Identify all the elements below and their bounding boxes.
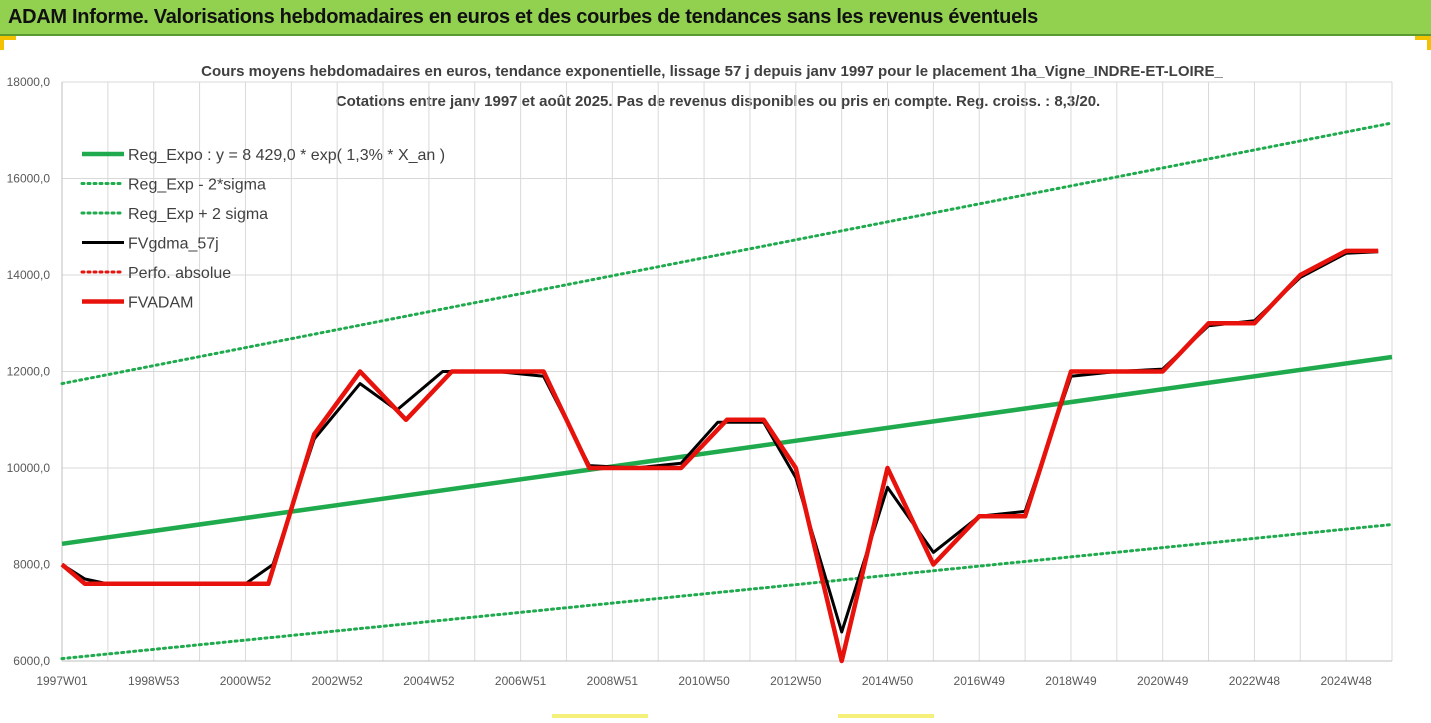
x-tick-label: 2006W51 — [495, 674, 547, 688]
x-tick-label: 1997W01 — [36, 674, 88, 688]
y-tick-label: 8000,0 — [13, 558, 50, 572]
x-tick-label: 2016W49 — [954, 674, 1006, 688]
x-tick-label: 2010W50 — [678, 674, 730, 688]
legend-label: Reg_Exp - 2*sigma — [128, 177, 266, 194]
y-tick-label: 14000,0 — [7, 268, 51, 282]
x-tick-label: 2012W50 — [770, 674, 822, 688]
x-tick-label: 2002W52 — [311, 674, 363, 688]
corner-mark-right-v — [1427, 36, 1431, 50]
banner-title: ADAM Informe. Valorisations hebdomadaire… — [8, 6, 1038, 28]
corner-mark-bottom-mid — [838, 714, 934, 718]
legend-label: Perfo. absolue — [128, 265, 231, 282]
chart-title-line2: Cotations entre janv 1997 et août 2025. … — [336, 93, 1100, 110]
legend-label: FVADAM — [128, 295, 193, 312]
legend-label: Reg_Expo : y = 8 429,0 * exp( 1,3% * X_a… — [128, 147, 445, 164]
chart-frame: Cours moyens hebdomadaires en euros, ten… — [0, 36, 1431, 718]
x-tick-label: 2018W49 — [1045, 674, 1097, 688]
y-tick-label: 16000,0 — [7, 172, 51, 186]
x-tick-label: 2024W48 — [1320, 674, 1372, 688]
x-tick-label: 2020W49 — [1137, 674, 1189, 688]
legend: Reg_Expo : y = 8 429,0 * exp( 1,3% * X_a… — [80, 147, 445, 312]
y-tick-label: 6000,0 — [13, 654, 50, 668]
corner-mark-left-v — [0, 36, 4, 50]
x-tick-label: 2004W52 — [403, 674, 455, 688]
x-tick-label: 1998W53 — [128, 674, 180, 688]
axes: 6000,0 8000,0 10000,0 12000,0 14000,0 16000,0… — [7, 75, 1392, 688]
series-lines — [60, 121, 1394, 664]
series-line — [60, 121, 1394, 386]
legend-label: Reg_Exp + 2 sigma — [128, 206, 268, 223]
chart: Cours moyens hebdomadaires en euros, ten… — [7, 63, 1394, 688]
chart-title-line1: Cours moyens hebdomadaires en euros, ten… — [201, 63, 1223, 80]
y-tick-label: 10000,0 — [7, 461, 51, 475]
series-line — [60, 248, 1379, 664]
x-tick-label: 2022W48 — [1229, 674, 1281, 688]
x-tick-label: 2014W50 — [862, 674, 914, 688]
header-banner: ADAM Informe. Valorisations hebdomadaire… — [0, 0, 1431, 36]
x-tick-label: 2008W51 — [587, 674, 639, 688]
legend-label: FVgdma_57j — [128, 236, 219, 253]
corner-mark-bottom-left — [552, 714, 648, 718]
corner-mark-right — [1415, 36, 1431, 40]
x-tick-label: 2000W52 — [220, 674, 272, 688]
y-tick-label: 12000,0 — [7, 365, 51, 379]
series-line — [61, 250, 1379, 634]
y-tick-label: 18000,0 — [7, 75, 51, 89]
series-line — [60, 523, 1394, 661]
series-line — [61, 354, 1393, 547]
corner-mark-left — [0, 36, 16, 40]
